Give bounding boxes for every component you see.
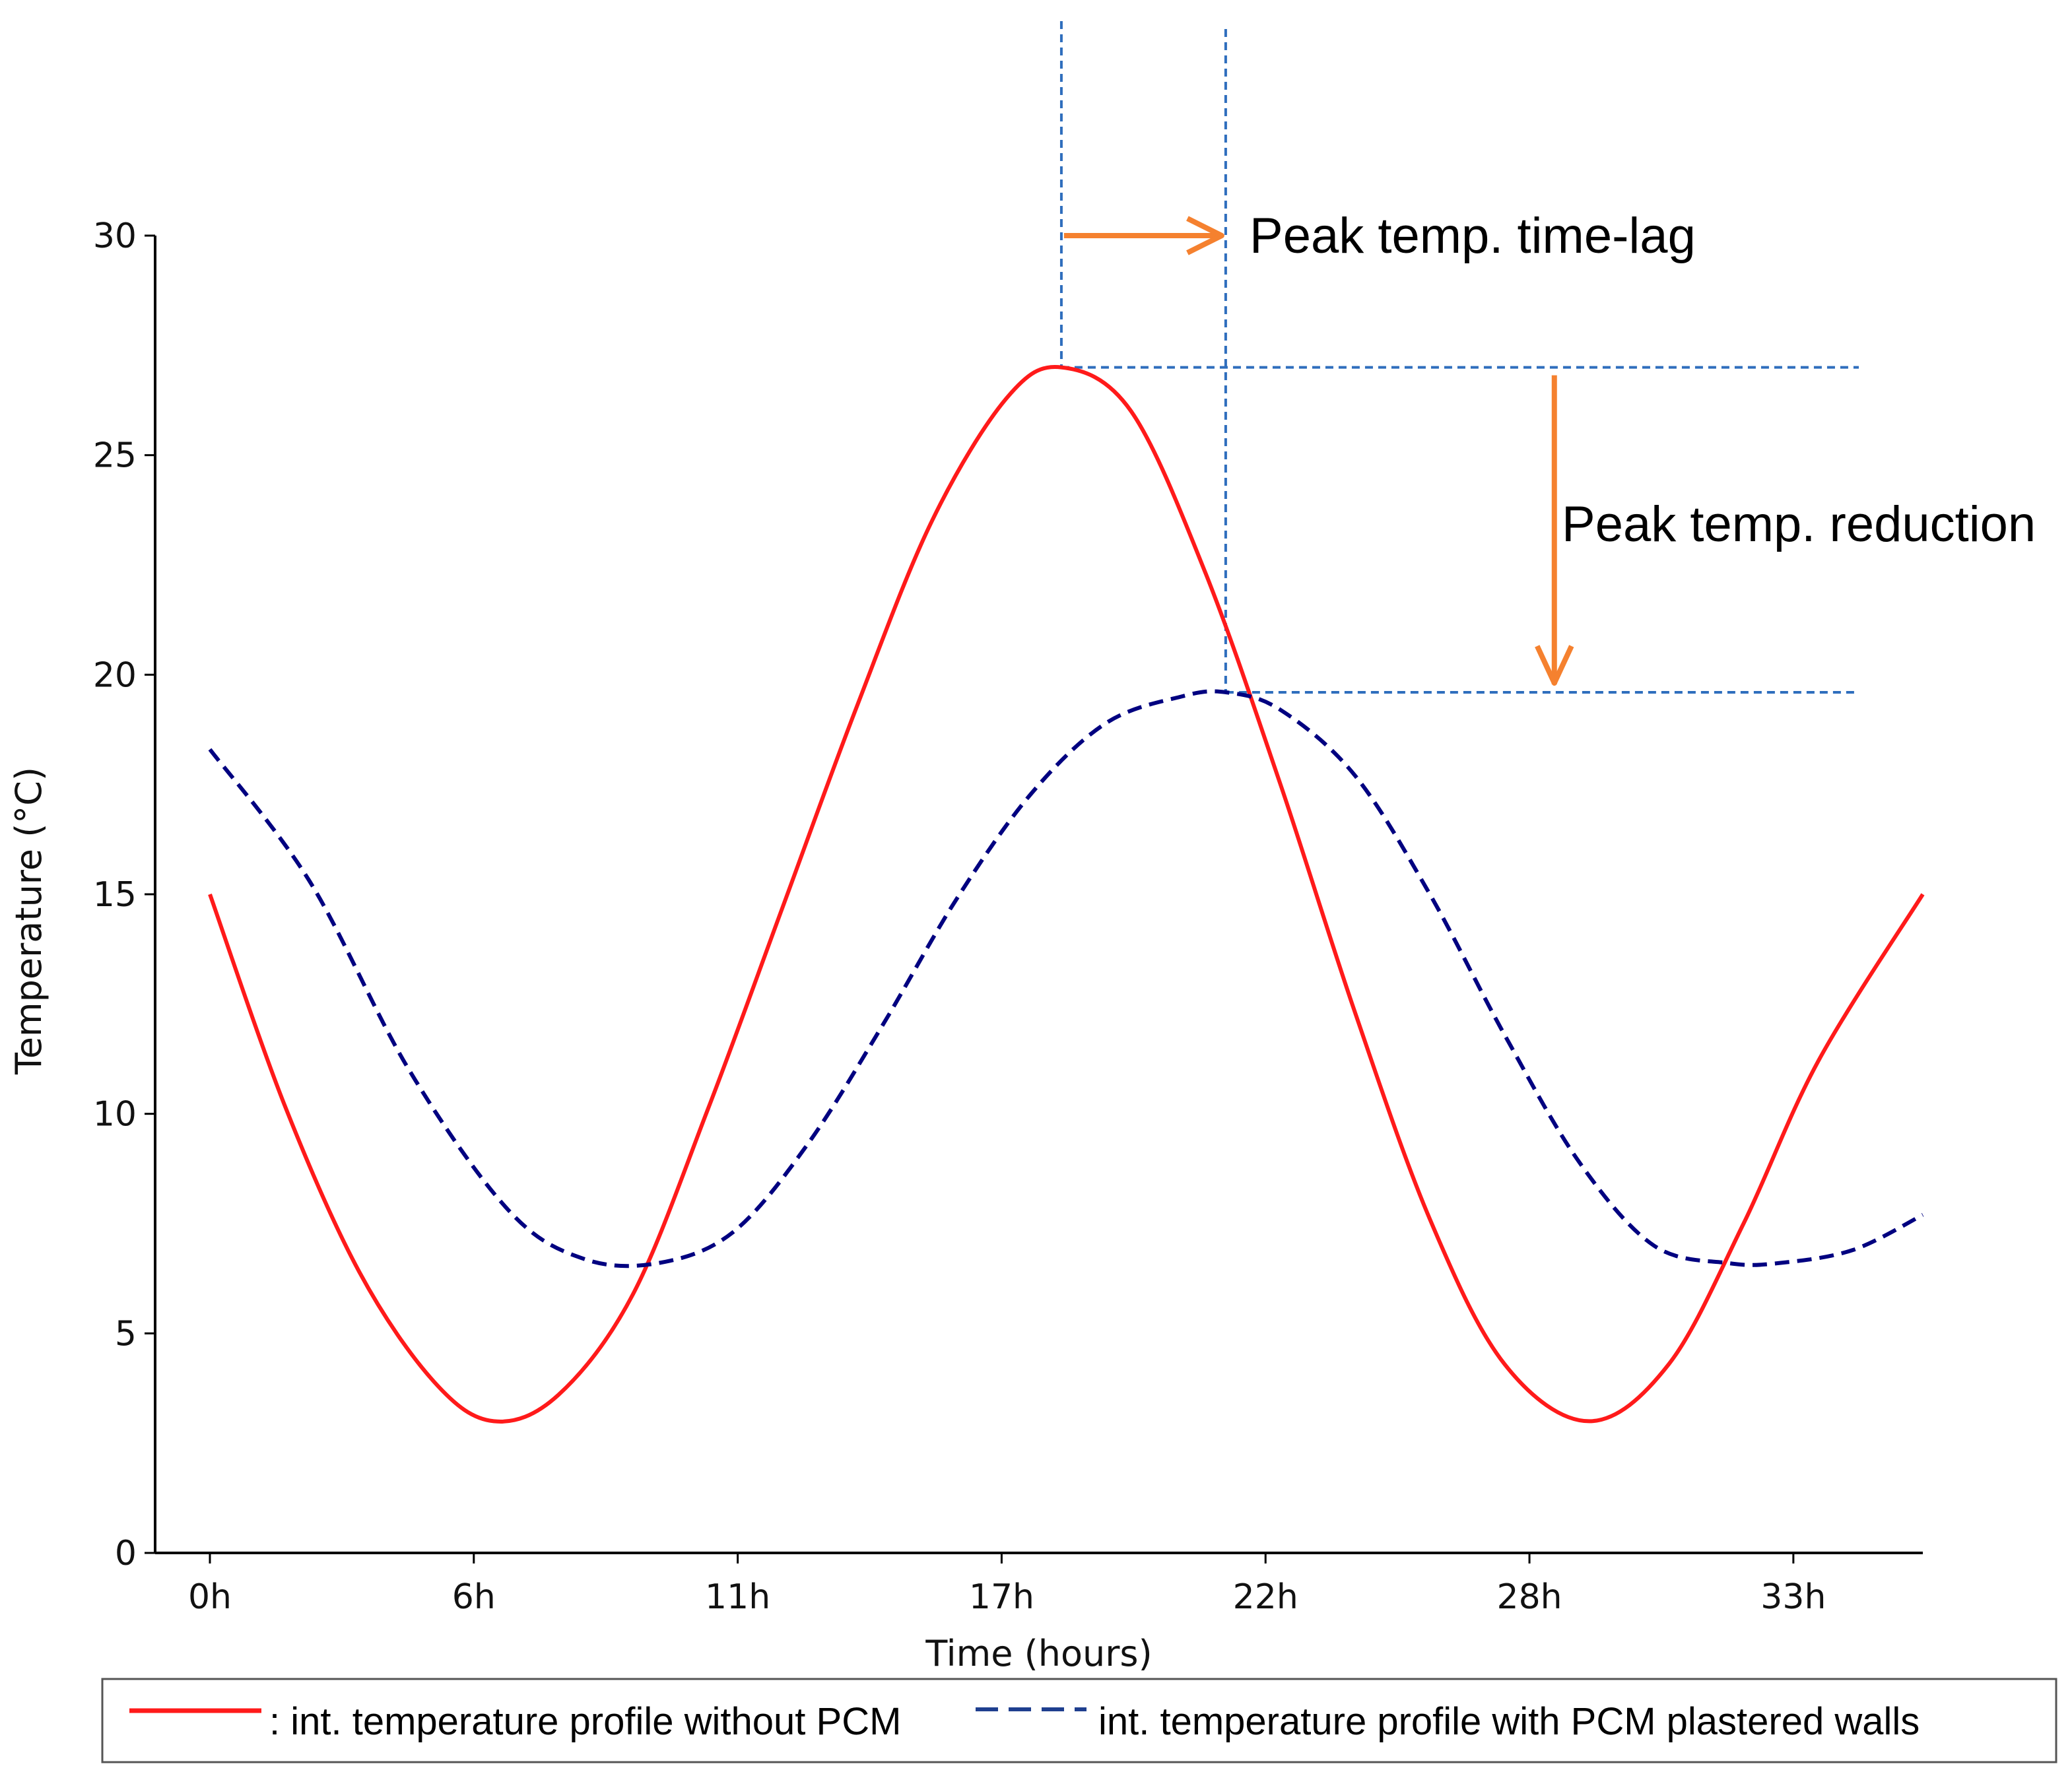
- y-tick-label: 0: [115, 1534, 137, 1573]
- legend-label-without-pcm: : int. temperature profile without PCM: [269, 1700, 901, 1743]
- y-tick-label: 20: [93, 655, 137, 695]
- x-tick-label: 11h: [705, 1577, 770, 1617]
- y-tick-label: 25: [93, 436, 137, 476]
- y-tick-label: 30: [93, 216, 137, 256]
- y-tick-label: 15: [93, 875, 137, 915]
- legend-box: [101, 1678, 2057, 1763]
- x-ticks: 0h 6h 11h 17h 22h 28h 33h: [188, 1553, 1826, 1617]
- annotations: Peak temp. time-lag Peak temp. reduction: [1063, 208, 2036, 686]
- reduction-arrowhead: [1535, 645, 1574, 686]
- y-tick-label: 10: [93, 1095, 137, 1135]
- series-layer: [208, 365, 1925, 1424]
- x-tick-label: 0h: [188, 1577, 232, 1617]
- legend-label-with-pcm: int. temperature profile with PCM plaste…: [1098, 1700, 1920, 1743]
- axes: 0 5 10 15 20 25 30 0h 6h 11h 17h 22h 28h 33h Time (h…: [8, 216, 1923, 1674]
- x-tick-label: 28h: [1496, 1577, 1562, 1617]
- x-axis-title: Time (hours): [925, 1633, 1152, 1674]
- annotation-guides: [1059, 21, 1859, 694]
- y-axis-title: Temperature (°C): [8, 767, 50, 1075]
- legend: : int. temperature profile without PCM i…: [101, 1678, 2057, 1763]
- x-tick-label: 6h: [452, 1577, 496, 1617]
- time-lag-arrowhead: [1186, 216, 1224, 255]
- x-tick-label: 22h: [1233, 1577, 1298, 1617]
- series-line-without-pcm: [208, 365, 1925, 1424]
- time-lag-label: Peak temp. time-lag: [1250, 208, 1696, 264]
- series-line-with-pcm: [208, 689, 1924, 1268]
- x-tick-label: 33h: [1760, 1577, 1826, 1617]
- x-tick-label: 17h: [969, 1577, 1034, 1617]
- y-tick-label: 5: [115, 1314, 137, 1354]
- y-ticks: 0 5 10 15 20 25 30: [93, 216, 155, 1573]
- reduction-label: Peak temp. reduction: [1562, 496, 2036, 552]
